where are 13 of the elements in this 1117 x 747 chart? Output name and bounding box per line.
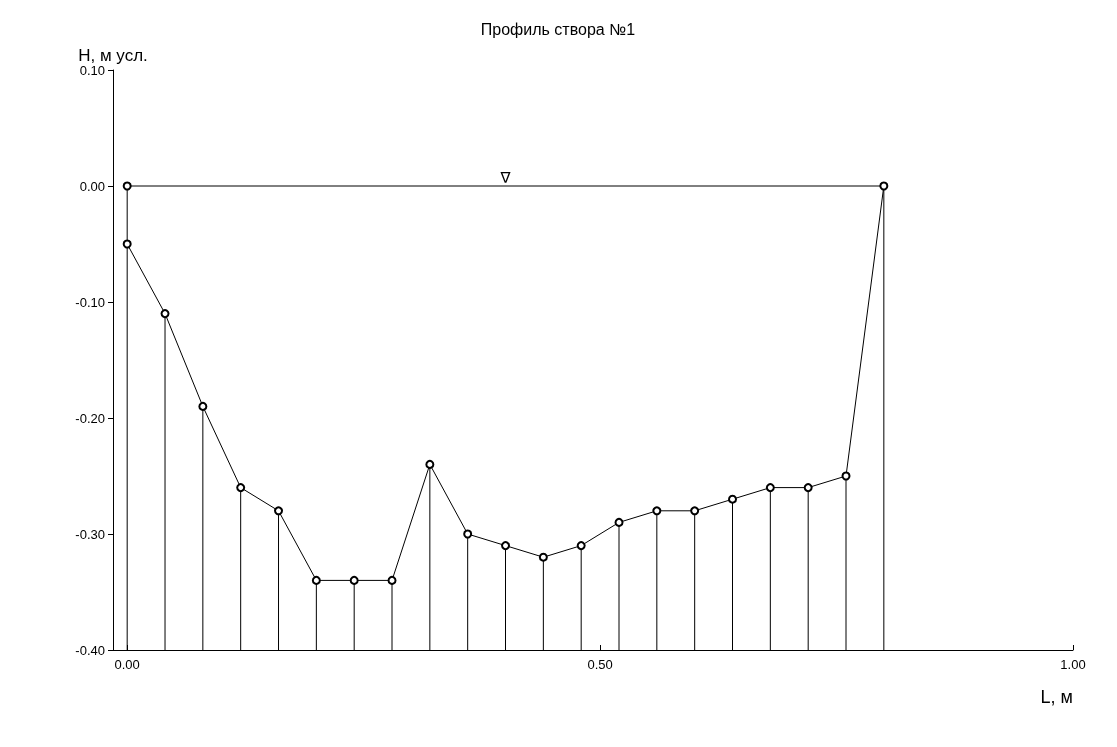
y-tick-label: -0.10 <box>75 294 105 310</box>
y-tick-label: -0.30 <box>75 526 105 542</box>
annotation: ∇ <box>499 169 512 186</box>
y-tick-label: -0.40 <box>75 642 105 658</box>
y-tick-label: -0.20 <box>75 410 105 426</box>
y-tick-label: 0.00 <box>79 178 105 194</box>
chart-title: Профиль створа №1 <box>480 20 636 38</box>
x-tick-label: 0.00 <box>114 657 140 672</box>
x-tick-label: 0.50 <box>587 657 613 672</box>
x-axis-title: L, м <box>1040 687 1073 707</box>
x-tick-label: 1.00 <box>1060 657 1086 672</box>
y-tick-label: 0.10 <box>79 62 105 78</box>
y-axis-title: H, м усл. <box>78 45 148 65</box>
